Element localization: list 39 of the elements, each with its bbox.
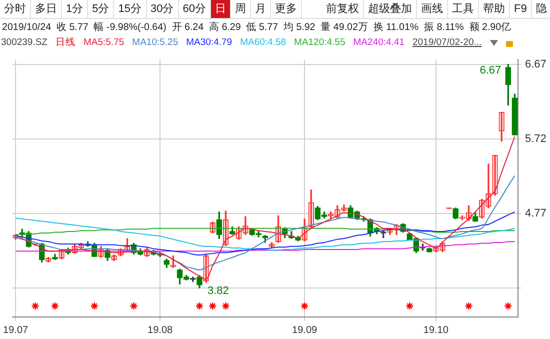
- text: 300239.SZ: [1, 37, 48, 48]
- text: 周: [231, 0, 251, 18]
- x-tick-label: 19.10: [423, 324, 449, 336]
- text: 15分: [114, 0, 146, 18]
- text: 超级叠加: [364, 0, 417, 18]
- text: 更多: [271, 0, 302, 18]
- annotation: 3.82: [207, 284, 229, 297]
- text: 日: [211, 0, 231, 18]
- text: MA10:5.25: [132, 37, 178, 48]
- text: 1分: [62, 0, 88, 18]
- text: 5分: [88, 0, 114, 18]
- text: 隐: [532, 0, 550, 18]
- text: MA240:4.41: [353, 37, 404, 48]
- text: 60分: [178, 0, 211, 18]
- text: 画线: [417, 0, 448, 18]
- text: MA30:4.79: [186, 37, 232, 48]
- line-series: [15, 211, 516, 256]
- annotation: 6.67: [480, 64, 502, 76]
- text: 分时: [0, 0, 31, 18]
- text: MA5:5.75: [83, 37, 124, 48]
- y-tick-label: 4.77: [525, 207, 546, 220]
- text: 30分: [146, 0, 179, 18]
- text: 月: [251, 0, 271, 18]
- line-series: [15, 218, 516, 251]
- text: 帮助: [479, 0, 510, 18]
- x-tick-label: 19.07: [3, 324, 29, 336]
- x-tick-label: 19.08: [148, 324, 174, 336]
- text: 2019/07/02-20...: [412, 37, 482, 48]
- chart-title: 2019/10/24 收 5.77 幅 -9.98%(-0.64) 开 6.24 高 6.29 低 5.77 均 5.92 量 49.02万 换 11.01% 振 8.11% 额 2.90亿: [1, 20, 512, 35]
- x-tick-label: 19.09: [292, 324, 318, 336]
- y-tick-label: 6.67: [525, 58, 546, 70]
- text: MA120:4.55: [294, 37, 346, 48]
- text: 前复权: [322, 0, 364, 18]
- text: 工具: [448, 0, 479, 18]
- text: MA60:4.58: [240, 37, 286, 48]
- text: F9: [510, 0, 532, 18]
- y-tick-label: 5.72: [525, 132, 546, 145]
- text: 多日: [31, 0, 62, 18]
- text: 日线: [55, 36, 76, 49]
